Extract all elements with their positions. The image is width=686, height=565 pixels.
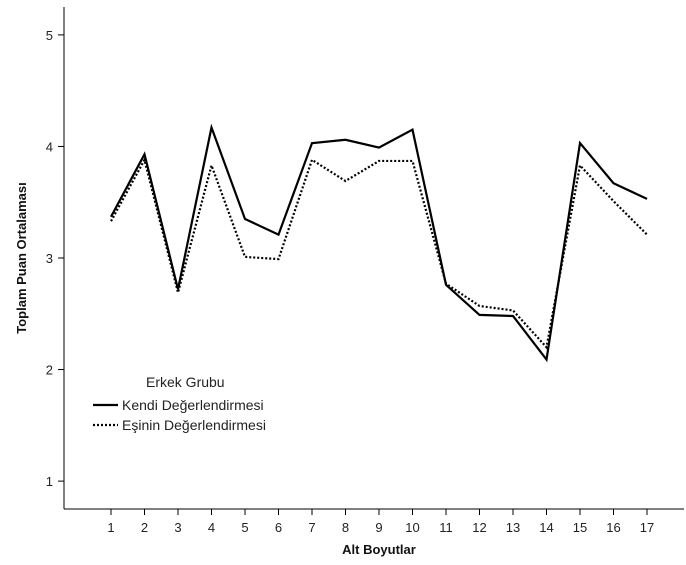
legend-title: Erkek Grubu	[146, 374, 225, 390]
x-tick-label: 6	[275, 520, 282, 535]
y-tick-label: 3	[46, 251, 53, 266]
x-tick-label: 11	[439, 520, 453, 535]
x-tick-label: 12	[472, 520, 486, 535]
x-tick-label: 8	[342, 520, 349, 535]
x-tick-label: 10	[405, 520, 419, 535]
legend-label-kendi: Kendi Değerlendirmesi	[122, 397, 264, 413]
x-tick-label: 2	[141, 520, 148, 535]
x-tick-label: 7	[308, 520, 315, 535]
x-tick-label: 3	[174, 520, 181, 535]
plot-frame	[63, 7, 684, 510]
series-line-kendi	[110, 123, 648, 363]
x-tick-label: 16	[606, 520, 620, 535]
x-tick-label: 14	[539, 520, 553, 535]
x-axis-title: Alt Boyutlar	[342, 542, 416, 557]
series-lines	[110, 123, 648, 363]
y-tick-label: 2	[46, 363, 53, 378]
legend: Erkek Grubu Kendi Değerlendirmesi Eşinin…	[93, 374, 266, 433]
x-axis-ticks: 1 2 3 4 5 6 7 8 9 10 11 12 13 14 15 16 17	[107, 509, 654, 535]
x-tick-label: 17	[640, 520, 654, 535]
legend-label-esinin: Eşinin Değerlendirmesi	[122, 417, 266, 433]
y-axis-ticks: 1 2 3 4 5	[46, 28, 64, 489]
x-tick-label: 13	[506, 520, 520, 535]
y-tick-label: 4	[46, 139, 53, 154]
y-tick-label: 1	[46, 474, 53, 489]
x-tick-label: 15	[573, 520, 587, 535]
x-tick-label: 1	[107, 520, 114, 535]
y-axis-title: Toplam Puan Ortalaması	[14, 182, 29, 333]
y-tick-label: 5	[46, 28, 53, 43]
x-tick-label: 4	[208, 520, 215, 535]
series-line-esinin	[110, 156, 648, 350]
x-tick-label: 5	[241, 520, 248, 535]
x-tick-label: 9	[375, 520, 382, 535]
